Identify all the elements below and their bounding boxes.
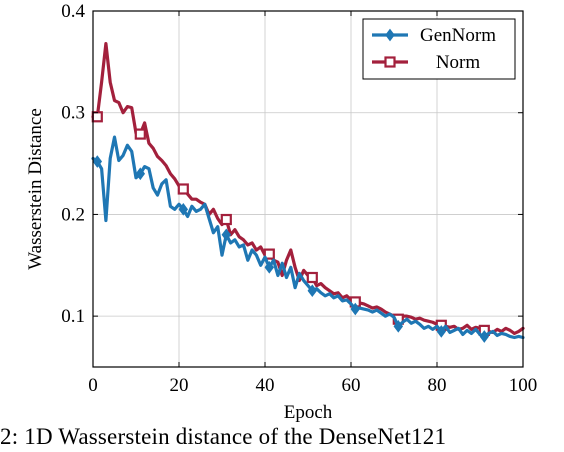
- data-point-norm: [177, 183, 189, 195]
- series-line-norm: [91, 41, 525, 336]
- x-axis-title: Epoch: [284, 402, 333, 423]
- legend-box: [362, 18, 516, 80]
- legend-label-gennorm: GenNorm: [420, 25, 496, 46]
- data-point-gennorm: [135, 167, 146, 181]
- data-point-gennorm: [264, 260, 275, 274]
- series-layer: [91, 41, 525, 343]
- x-tick-label: 80: [428, 375, 447, 396]
- data-point-norm: [91, 111, 103, 123]
- y-tick-label: 0.2: [61, 204, 85, 225]
- x-tick-label: 60: [342, 375, 361, 396]
- series-line-gennorm: [91, 135, 525, 340]
- axis-ticks: 0 20 40 60 80 100 0.1 0.2 0.3 0.4: [61, 1, 537, 396]
- y-tick-label: 0.1: [61, 306, 85, 327]
- line-chart: 0 20 40 60 80 100 0.1 0.2 0.3 0.4 Epoch Wasserste…: [25, 1, 537, 423]
- legend-marker-gennorm: [385, 28, 395, 42]
- plot-frame: [92, 10, 524, 368]
- y-axis-title: Wasserstein Distance: [25, 108, 46, 270]
- legend-marker-norm: [384, 56, 396, 68]
- figure-caption: 2: 1D Wasserstein distance of the DenseN…: [0, 424, 447, 449]
- legend: GenNorm Norm: [362, 18, 516, 80]
- x-tick-label: 40: [256, 375, 275, 396]
- data-point-gennorm: [221, 228, 232, 242]
- y-tick-label: 0.3: [61, 103, 85, 124]
- x-tick-label: 0: [88, 375, 98, 396]
- data-point-gennorm: [436, 325, 447, 338]
- data-point-gennorm: [307, 284, 318, 298]
- x-tick-label: 100: [509, 375, 538, 396]
- y-tick-label: 0.4: [61, 1, 85, 22]
- data-point-gennorm: [393, 319, 404, 333]
- data-point-norm: [263, 248, 275, 260]
- data-point-gennorm: [92, 155, 103, 168]
- data-point-norm: [220, 213, 232, 226]
- data-point-gennorm: [350, 302, 361, 316]
- data-point-gennorm: [479, 330, 490, 343]
- legend-label-norm: Norm: [436, 52, 481, 73]
- data-point-norm: [134, 128, 146, 140]
- x-tick-label: 20: [170, 375, 189, 396]
- data-point-gennorm: [178, 203, 189, 216]
- data-point-norm: [306, 271, 318, 284]
